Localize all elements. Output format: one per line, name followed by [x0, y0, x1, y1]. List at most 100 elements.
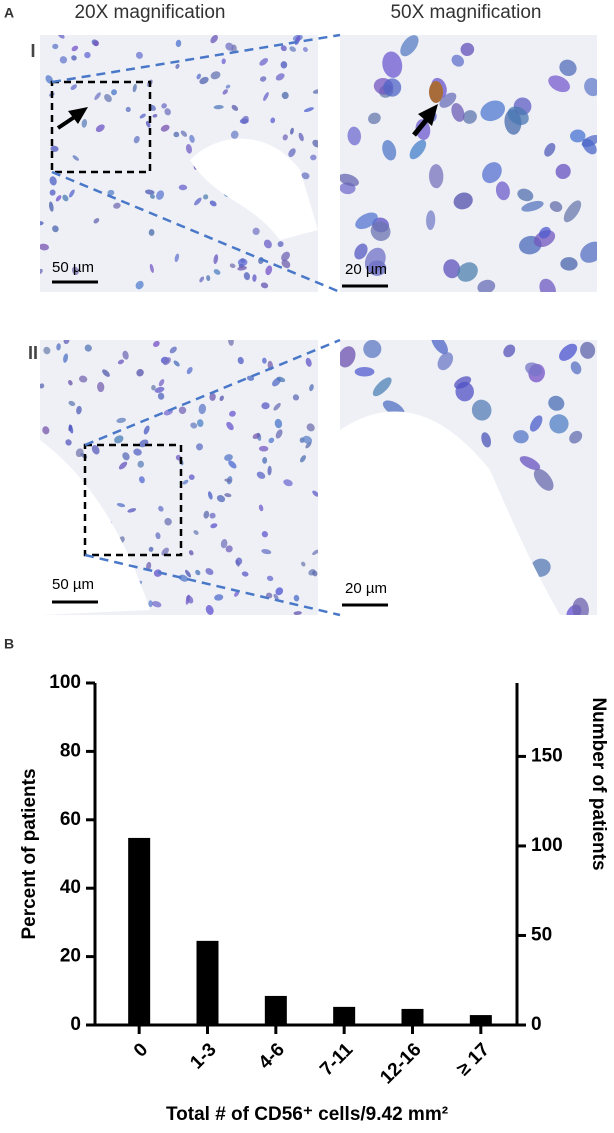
zoom-line — [84, 338, 341, 447]
nucleus — [539, 226, 551, 239]
nucleus — [62, 194, 69, 202]
nucleus — [135, 51, 143, 59]
nucleus — [521, 200, 544, 212]
nucleus — [293, 594, 300, 602]
nucleus — [84, 344, 92, 352]
micrograph — [40, 340, 318, 615]
nucleus — [196, 419, 204, 427]
bar — [128, 837, 151, 1025]
nucleus — [548, 395, 565, 411]
nucleus — [260, 282, 269, 289]
nucleus — [195, 569, 201, 576]
x-tick-label: 7-11 — [316, 1039, 357, 1080]
nucleus — [300, 455, 306, 463]
nucleus — [63, 353, 69, 363]
bar — [469, 1015, 492, 1025]
nucleus — [230, 130, 239, 139]
nucleus — [481, 432, 492, 448]
nucleus — [40, 221, 44, 226]
nucleus — [559, 59, 577, 77]
nucleus — [266, 575, 274, 582]
bar — [401, 1008, 424, 1025]
nucleus — [455, 381, 474, 402]
nucleus — [275, 73, 285, 81]
nucleus — [203, 194, 209, 200]
nucleus — [277, 241, 284, 248]
nucleus — [178, 406, 187, 415]
nucleus — [149, 263, 154, 273]
nucleus — [137, 460, 144, 468]
row-label: II — [28, 343, 38, 363]
nucleus — [426, 210, 436, 230]
nucleus — [210, 35, 218, 44]
nucleus — [437, 352, 454, 371]
nucleus — [252, 433, 261, 439]
nucleus — [529, 415, 543, 432]
nucleus — [409, 139, 427, 160]
nucleus — [160, 124, 170, 132]
nucleus — [158, 505, 164, 512]
y-tick-label: 80 — [60, 740, 81, 761]
nucleus — [114, 435, 124, 444]
nucleus — [185, 569, 192, 578]
nucleus — [570, 361, 582, 375]
nucleus — [228, 460, 237, 469]
nucleus — [382, 140, 397, 161]
nucleus — [415, 119, 431, 140]
arrow-head — [418, 104, 438, 126]
nucleus — [68, 400, 76, 407]
bar — [333, 1006, 356, 1025]
nucleus — [136, 369, 144, 377]
nucleus — [214, 594, 224, 601]
nucleus — [262, 457, 268, 464]
nucleus — [252, 227, 260, 235]
nucleus — [525, 362, 543, 377]
x-tick-label: ≥ 17 — [453, 1039, 494, 1080]
nucleus — [70, 84, 77, 91]
nucleus — [517, 188, 534, 202]
nucleus — [199, 76, 209, 85]
nucleus — [222, 89, 228, 95]
nucleus — [133, 448, 142, 456]
nucleus — [301, 561, 306, 567]
nucleus — [274, 418, 283, 429]
nucleus — [519, 456, 541, 471]
micrograph — [340, 35, 597, 292]
nucleus — [275, 429, 283, 439]
x-tick-label: 0 — [130, 1039, 152, 1061]
nucleus — [216, 495, 226, 503]
nucleus — [154, 386, 165, 393]
nucleus — [185, 144, 193, 154]
nucleus — [235, 557, 243, 566]
column-header: 20X magnification — [74, 2, 225, 23]
nucleus — [310, 154, 317, 161]
nucleus — [68, 189, 75, 198]
nucleus — [290, 127, 294, 135]
nucleus — [213, 269, 221, 275]
nucleus — [293, 611, 302, 615]
nucleus — [495, 181, 510, 201]
nucleus — [225, 84, 231, 89]
nucleus — [224, 478, 232, 483]
nucleus — [580, 241, 597, 263]
scale-label: 20 µm — [345, 580, 387, 597]
bar — [196, 940, 219, 1025]
nucleus — [148, 546, 154, 552]
nucleus — [139, 113, 146, 119]
scale-label: 20 µm — [345, 261, 387, 278]
nucleus — [149, 193, 155, 199]
nucleus — [164, 517, 172, 526]
nucleus — [50, 145, 59, 152]
nucleus — [477, 279, 496, 292]
nucleus — [572, 597, 589, 615]
nucleus — [258, 445, 269, 452]
nucleus — [71, 45, 79, 52]
nucleus — [302, 435, 313, 444]
scale-label: 50 µm — [52, 259, 94, 276]
nucleus — [122, 350, 129, 360]
nucleus — [383, 78, 402, 97]
nucleus — [258, 504, 264, 512]
nucleus — [151, 384, 156, 391]
nucleus — [312, 549, 318, 556]
